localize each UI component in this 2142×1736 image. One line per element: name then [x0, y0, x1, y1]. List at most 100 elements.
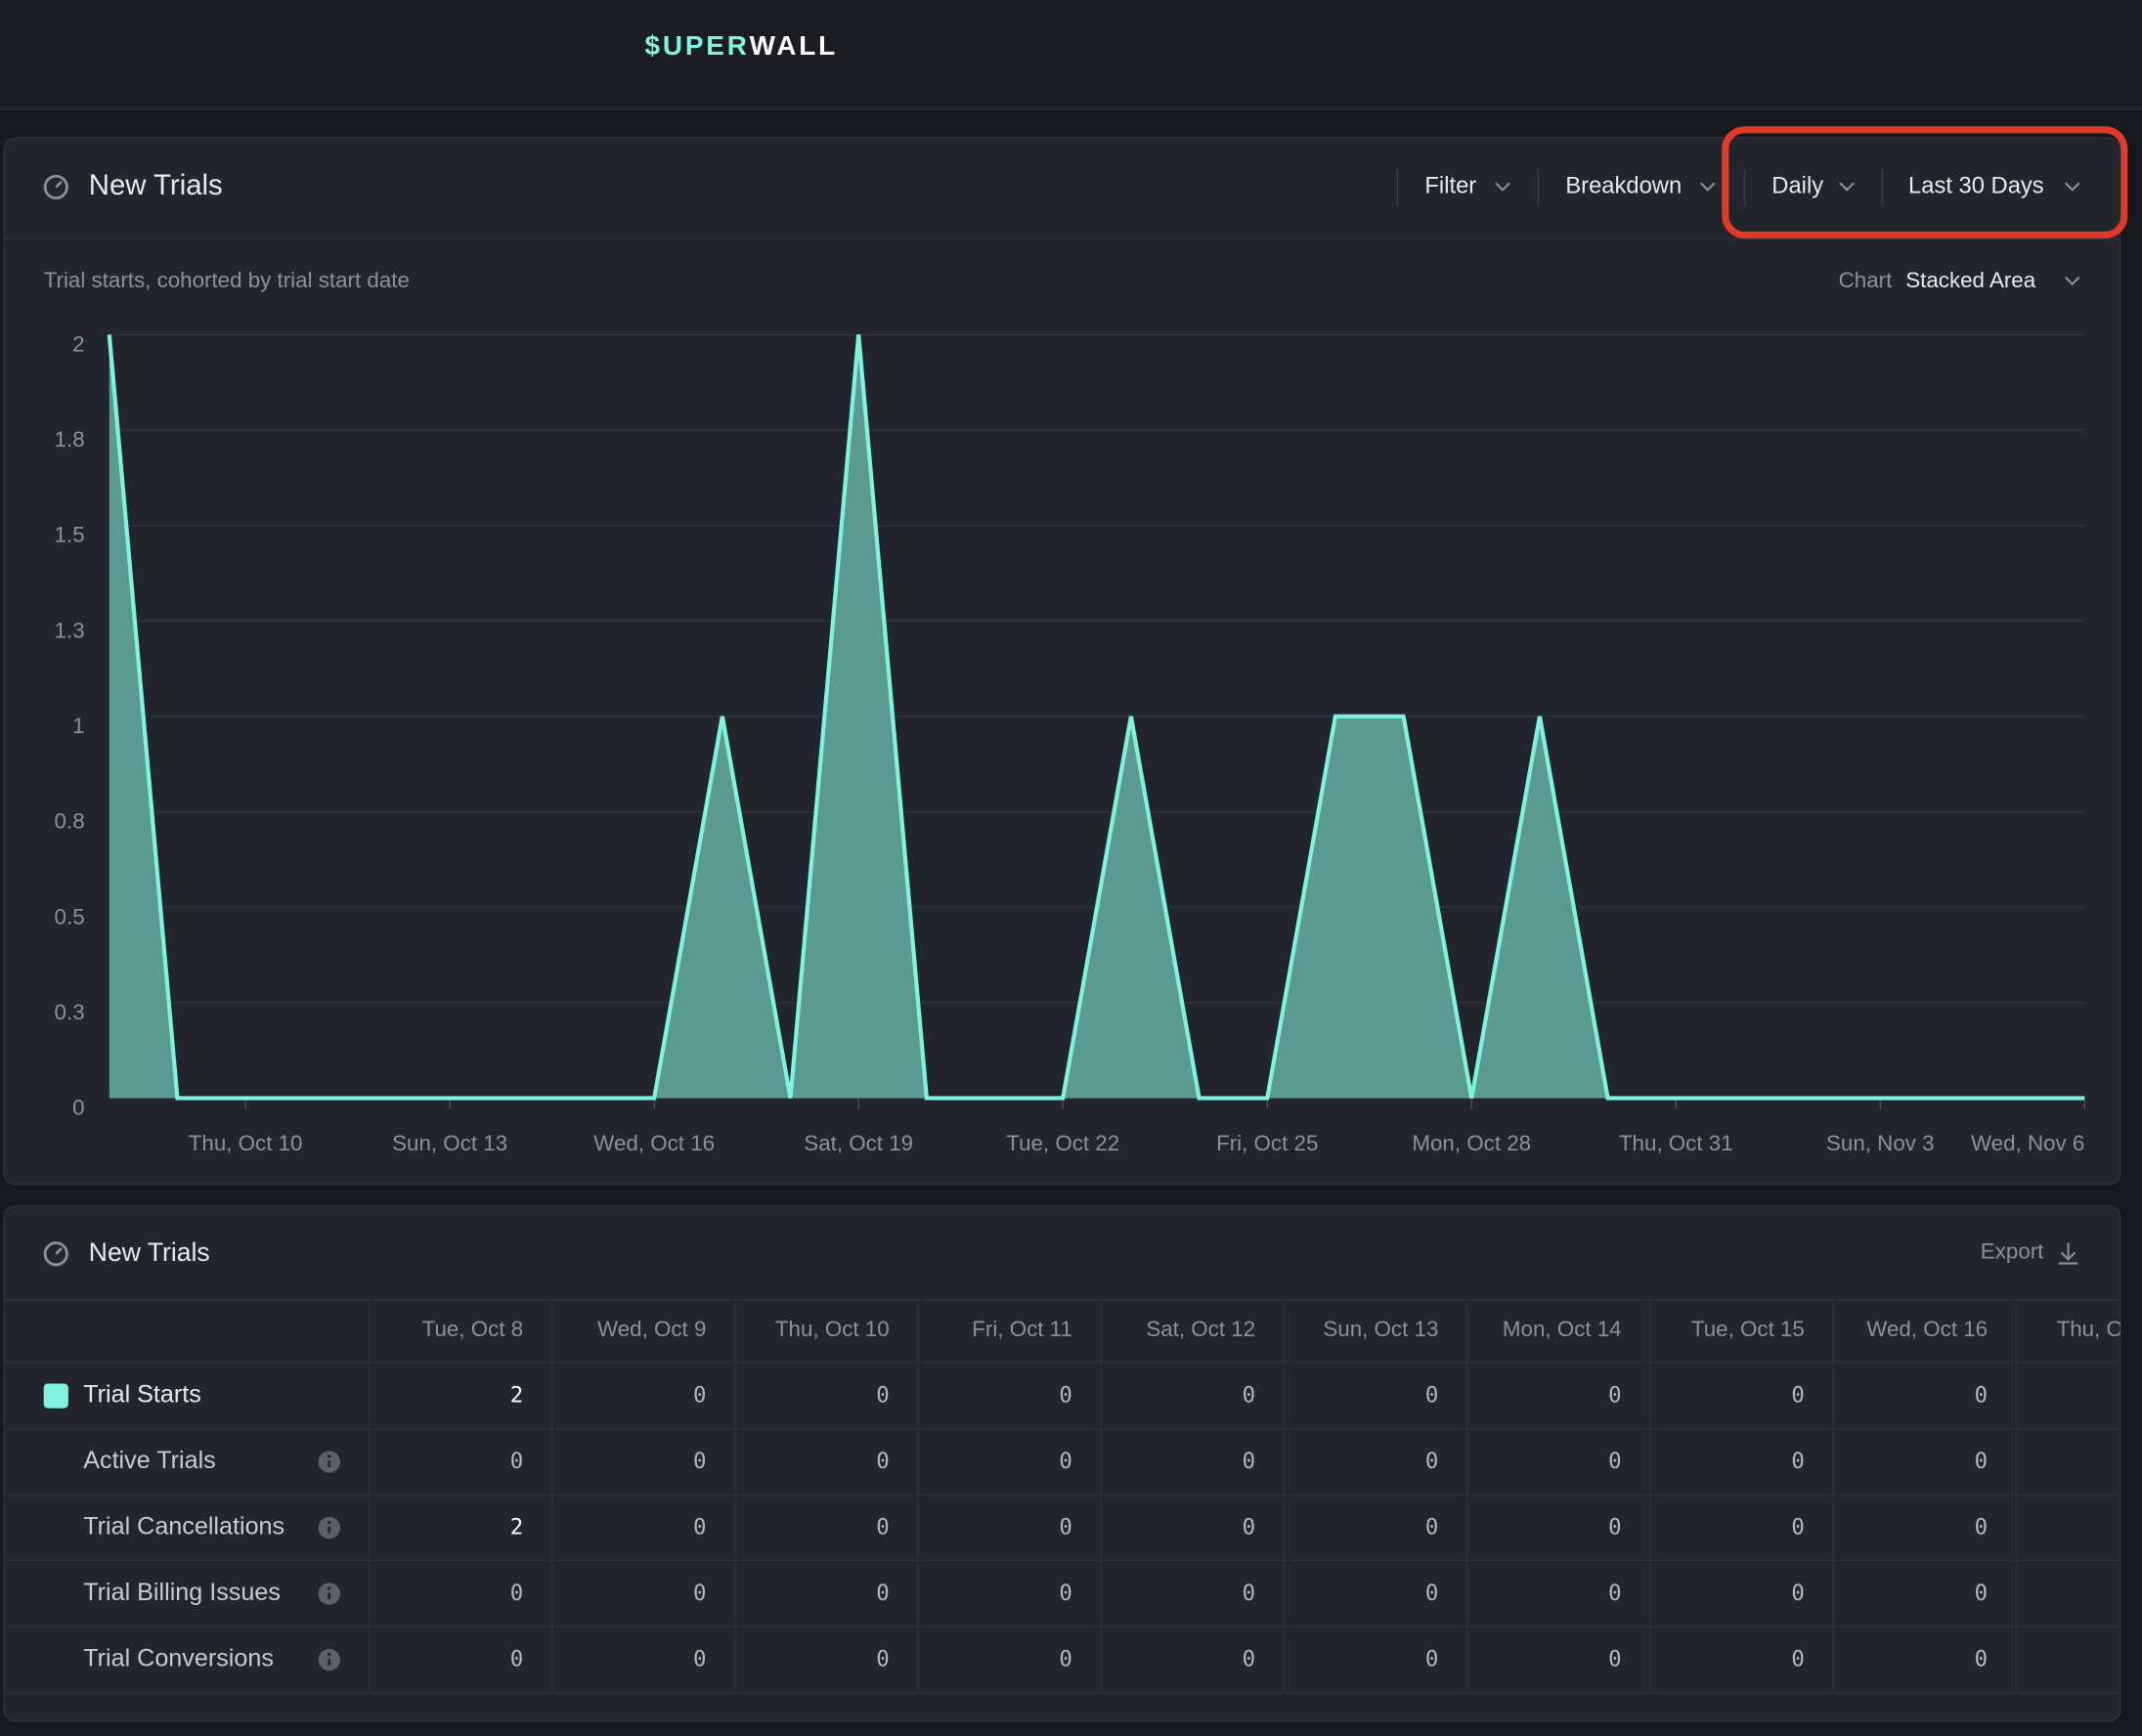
- table-cell: 0: [876, 1383, 889, 1409]
- table-cell: 0: [1425, 1515, 1438, 1541]
- info-icon: [318, 1451, 340, 1473]
- x-tick-label: Wed, Nov 6: [1971, 1131, 2084, 1155]
- logo[interactable]: $UPERWALL: [645, 30, 838, 61]
- table-cell: 0: [1791, 1581, 1804, 1606]
- table-cell: 0: [1425, 1581, 1438, 1606]
- breakdown-button[interactable]: Breakdown: [1565, 173, 1682, 199]
- table-cell: 0: [1975, 1647, 1988, 1672]
- column-header: Wed, Oct 9: [597, 1317, 706, 1341]
- table-cell: 0: [1243, 1515, 1255, 1541]
- table-cell: 0: [1608, 1383, 1621, 1409]
- chevron: [1699, 182, 1716, 192]
- table-cell: 0: [693, 1449, 706, 1474]
- table-cell: 0: [1425, 1449, 1438, 1474]
- chevron: [2065, 276, 2080, 286]
- column-header: Tue, Oct 15: [1691, 1317, 1805, 1341]
- y-tick-label: 1.5: [55, 523, 85, 547]
- table-cell: 0: [1791, 1515, 1804, 1541]
- table-cell: 0: [876, 1515, 889, 1541]
- highlight-box: [1722, 126, 2128, 239]
- table-cell: 0: [1608, 1647, 1621, 1672]
- table-cell: 0: [876, 1581, 889, 1606]
- row-label: Trial Cancellations: [83, 1513, 284, 1541]
- download-icon: [2058, 1242, 2078, 1265]
- table-cell: 0: [1975, 1383, 1988, 1409]
- column-header: Tue, Oct 8: [422, 1317, 523, 1341]
- column-header: Sat, Oct 12: [1146, 1317, 1255, 1341]
- table-cell: 0: [1425, 1383, 1438, 1409]
- column-header: Thu, Oct 17: [2057, 1317, 2142, 1341]
- table-cell: 0: [1243, 1449, 1255, 1474]
- info-dot: [328, 1454, 331, 1458]
- table-cell: 0: [1059, 1383, 1071, 1409]
- row-label: Trial Starts: [83, 1381, 201, 1409]
- info-dot: [328, 1652, 331, 1657]
- info-icon: [318, 1583, 340, 1605]
- table-cell: 0: [510, 1449, 523, 1474]
- logo-rest: WALL: [750, 30, 838, 61]
- column-header: Wed, Oct 16: [1866, 1317, 1988, 1341]
- chevron: [1839, 182, 1855, 192]
- table-title: New Trials: [89, 1237, 210, 1267]
- info-icon: [318, 1516, 340, 1540]
- column-header: Sun, Oct 13: [1323, 1317, 1438, 1341]
- row-label: Trial Conversions: [83, 1645, 274, 1672]
- chart-type-select[interactable]: Stacked Area: [1905, 268, 2035, 292]
- x-tick-label: Tue, Oct 22: [1006, 1131, 1119, 1155]
- table-cell: 0: [693, 1515, 706, 1541]
- legend-swatch: [43, 1383, 68, 1409]
- logo-accent: $UPER: [645, 30, 750, 61]
- plot: 0 0.3 0.5 0.8 1 1.3 1.5 1.8 2 Thu, Oct 10 Sun, Oct…: [55, 331, 2086, 1155]
- table-cell: 0: [1791, 1383, 1804, 1409]
- y-tick-label: 1.3: [55, 618, 85, 642]
- table-cell: 0: [1243, 1647, 1255, 1672]
- export-button[interactable]: Export: [1981, 1238, 2044, 1263]
- table-cell: 0: [876, 1449, 889, 1474]
- y-tick-label: 0.3: [55, 1000, 85, 1024]
- interval-button[interactable]: Daily: [1771, 173, 1823, 199]
- table-cell: 0: [510, 1581, 523, 1606]
- filter-button[interactable]: Filter: [1424, 173, 1476, 199]
- table-cell: 0: [1975, 1449, 1988, 1474]
- column-header: Fri, Oct 11: [972, 1317, 1072, 1341]
- x-tick-label: Sat, Oct 19: [804, 1131, 913, 1155]
- table-cell: 0: [510, 1647, 523, 1672]
- info-dot: [328, 1520, 331, 1525]
- table-panel: [3, 1205, 2121, 1722]
- y-tick-label: 0.5: [55, 904, 85, 929]
- table-cell: 2: [510, 1515, 523, 1541]
- x-tick-label: Sun, Oct 13: [392, 1131, 507, 1155]
- y-tick-label: 0.8: [55, 809, 85, 834]
- history-icon: [43, 1241, 68, 1267]
- data-table: Tue, Oct 8 Wed, Oct 9 Thu, Oct 10 Fri, Oct …: [4, 1299, 2142, 1694]
- table-cell: 0: [1975, 1515, 1988, 1541]
- table-cell: 0: [1059, 1647, 1071, 1672]
- y-tick-label: 0: [72, 1096, 84, 1120]
- table-cell: 0: [1791, 1647, 1804, 1672]
- x-tick-label: Fri, Oct 25: [1216, 1131, 1318, 1155]
- table-cell: 0: [1791, 1449, 1804, 1474]
- table-cell: 0: [693, 1647, 706, 1672]
- chevron: [1495, 182, 1510, 192]
- info-dot: [328, 1586, 331, 1590]
- chart-panel: [3, 137, 2121, 1186]
- table-cell: 0: [1059, 1515, 1071, 1541]
- table-cell: 0: [1059, 1581, 1071, 1606]
- table-cell: 0: [1059, 1449, 1071, 1474]
- range-button[interactable]: Last 30 Days: [1908, 173, 2044, 199]
- y-tick-label: 1.8: [55, 427, 85, 452]
- table-cell: 0: [1425, 1647, 1438, 1672]
- y-tick-label: 2: [72, 331, 84, 356]
- table-cell: 0: [1243, 1383, 1255, 1409]
- table-cell: 0: [1243, 1581, 1255, 1606]
- area: [109, 334, 2085, 1099]
- x-tick-label: Sun, Nov 3: [1826, 1131, 1935, 1155]
- chart-subtitle: Trial starts, cohorted by trial start da…: [44, 268, 410, 292]
- x-tick-label: Thu, Oct 10: [189, 1131, 303, 1155]
- chart-type-label: Chart: [1839, 268, 1893, 292]
- x-tick-label: Wed, Oct 16: [593, 1131, 715, 1155]
- history-icon: [43, 174, 68, 200]
- panel-title: New Trials: [89, 169, 223, 201]
